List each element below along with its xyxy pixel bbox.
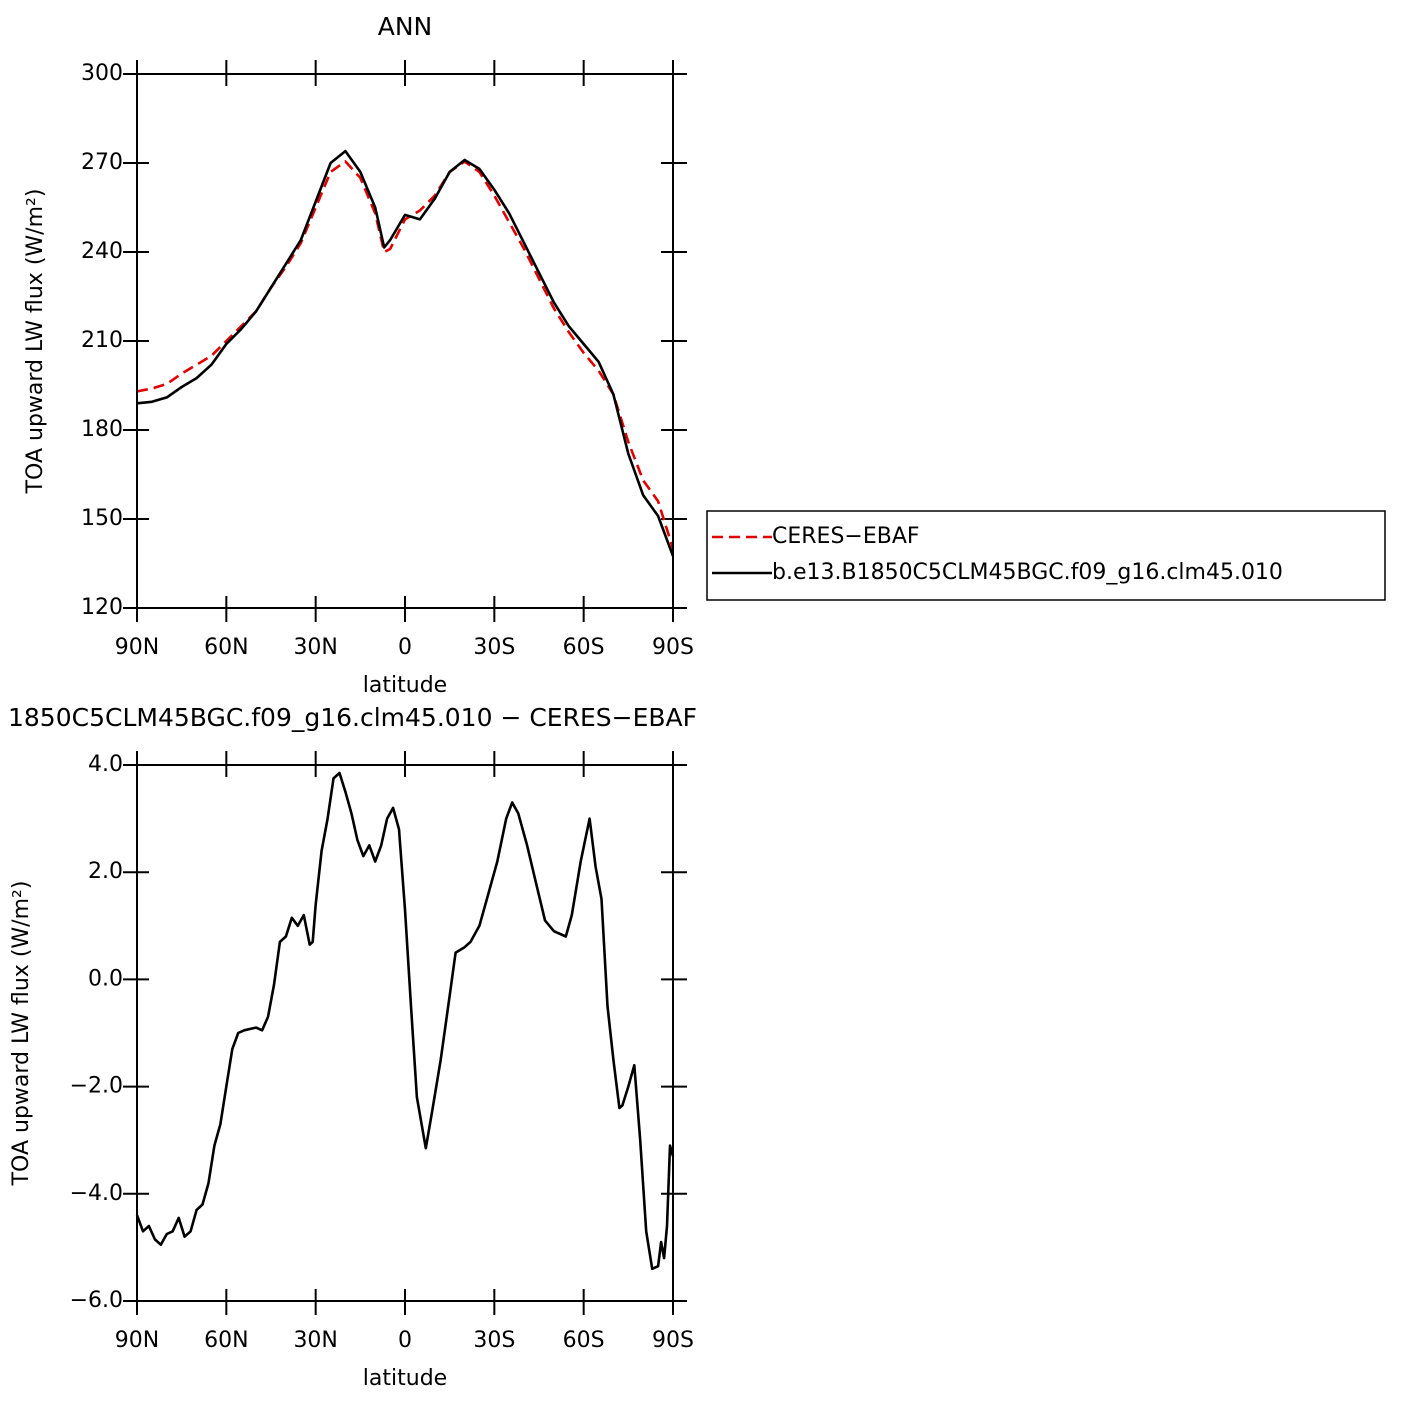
x-tick-label: 0 <box>398 1328 412 1353</box>
y-tick-label: 270 <box>81 150 123 175</box>
y-tick-label: 120 <box>81 595 123 620</box>
x-tick-label: 60S <box>563 1328 605 1353</box>
y-tick-label: −2.0 <box>70 1074 123 1099</box>
x-tick-label: 90N <box>115 635 159 660</box>
x-tick-label: 90N <box>115 1328 159 1353</box>
x-tick-label: 90S <box>652 1328 694 1353</box>
y-axis-label: TOA upward LW flux (W/m²) <box>9 881 34 1187</box>
y-tick-label: 210 <box>81 328 123 353</box>
x-tick-label: 60N <box>204 635 248 660</box>
legend-box <box>706 510 1386 601</box>
data-line <box>136 160 675 550</box>
x-tick-label: 60N <box>204 1328 248 1353</box>
x-tick-label: 90S <box>652 635 694 660</box>
x-tick-label: 30S <box>473 635 515 660</box>
chart-title: 1850C5CLM45BGC.f09_g16.clm45.010 − CERES… <box>8 703 697 732</box>
y-tick-label: 0.0 <box>88 966 123 991</box>
y-axis-label: TOA upward LW flux (W/m²) <box>23 189 48 495</box>
y-tick-label: −6.0 <box>70 1288 123 1313</box>
y-tick-label: −4.0 <box>70 1181 123 1206</box>
data-line <box>135 771 675 1271</box>
y-tick-label: 4.0 <box>88 752 123 777</box>
x-tick-label: 30N <box>293 635 337 660</box>
y-tick-label: 240 <box>81 239 123 264</box>
y-tick-label: 150 <box>81 506 123 531</box>
y-tick-label: 300 <box>81 61 123 86</box>
y-tick-label: 180 <box>81 417 123 442</box>
legend-label: CERES−EBAF <box>772 524 920 549</box>
chart-title: ANN <box>378 12 433 41</box>
x-tick-label: 30N <box>293 1328 337 1353</box>
x-axis-label: latitude <box>363 673 447 698</box>
legend-label: b.e13.B1850C5CLM45BGC.f09_g16.clm45.010 <box>772 560 1283 585</box>
x-tick-label: 60S <box>563 635 605 660</box>
x-tick-label: 0 <box>398 635 412 660</box>
data-line <box>136 149 675 557</box>
x-tick-label: 30S <box>473 1328 515 1353</box>
plot-frame <box>136 73 674 609</box>
y-tick-label: 2.0 <box>88 859 123 884</box>
plot-frame <box>136 764 674 1302</box>
x-axis-label: latitude <box>363 1366 447 1391</box>
